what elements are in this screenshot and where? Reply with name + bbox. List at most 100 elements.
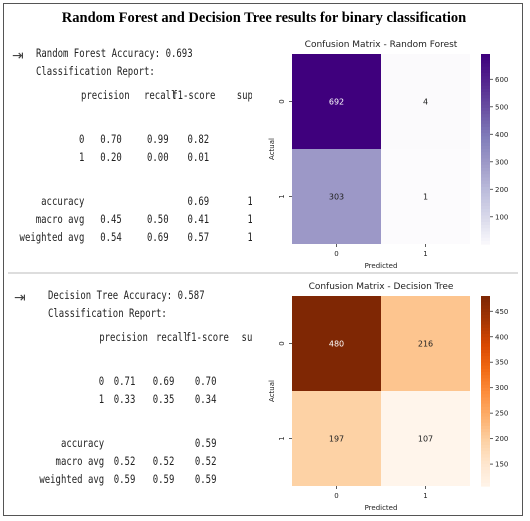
colorbar-segment	[481, 164, 490, 169]
colorbar-tick-label: 600	[495, 76, 508, 84]
colorbar-tick-label: 350	[495, 359, 508, 367]
colorbar-segment	[481, 296, 490, 300]
colorbar-tick-label: 400	[495, 131, 508, 139]
colorbar-segment	[481, 308, 490, 313]
colorbar-segment	[481, 397, 490, 402]
colorbar-segment	[481, 57, 490, 61]
report-cell: 0.69	[187, 194, 210, 208]
report-cell: 0.70	[100, 132, 122, 146]
cell-label: 480	[329, 340, 344, 349]
colorbar-segment	[481, 476, 490, 481]
colorbar-segment	[481, 73, 490, 77]
report-cell: 0.70	[194, 374, 217, 388]
colorbar-segment	[481, 76, 490, 80]
colorbar-segment	[481, 444, 490, 449]
colorbar-segment	[481, 79, 490, 84]
colorbar-segment	[481, 467, 490, 471]
colorbar-segment	[481, 324, 490, 329]
colorbar-segment	[481, 315, 490, 319]
colorbar-segment	[481, 337, 490, 341]
colorbar-segment	[481, 311, 490, 316]
colorbar-segment	[481, 406, 490, 411]
colorbar-segment	[481, 69, 490, 74]
report-column-header: precision	[80, 88, 130, 102]
colorbar-segment	[481, 234, 490, 239]
colorbar-segment	[481, 196, 490, 201]
colorbar-segment	[481, 473, 490, 478]
colorbar-segment	[481, 479, 490, 484]
colorbar-segment	[481, 85, 490, 90]
dt-confusion-matrix: Confusion Matrix - Decision Tree 480 216 19…	[252, 276, 518, 512]
colorbar-segment	[481, 318, 490, 322]
colorbar-segment	[481, 410, 490, 414]
heatmap-cell	[381, 391, 470, 486]
colorbar-segment	[481, 171, 490, 175]
colorbar-tick-label: 500	[495, 103, 508, 111]
y-axis-label: Actual	[268, 380, 276, 402]
y-tick-label: 1	[278, 436, 286, 440]
colorbar-segment	[481, 413, 490, 417]
report-heading: Classification Report:	[48, 306, 167, 320]
colorbar-segment	[481, 305, 490, 310]
output-toggle-icon[interactable]: ⇥	[12, 48, 24, 64]
report-cell: 0.00	[146, 150, 169, 164]
colorbar-segment	[481, 82, 490, 87]
colorbar-segment	[481, 209, 490, 213]
colorbar-segment	[481, 340, 490, 345]
colorbar-segment	[481, 114, 490, 118]
report-cell: 0.35	[152, 392, 175, 406]
colorbar-segment	[481, 212, 490, 217]
colorbar-segment	[481, 187, 490, 191]
colorbar-segment	[481, 365, 490, 370]
colorbar-segment	[481, 215, 490, 220]
colorbar-segment	[481, 403, 490, 408]
colorbar-segment	[481, 120, 490, 125]
colorbar-segment	[481, 343, 490, 348]
colorbar-segment	[481, 174, 490, 179]
colorbar-segment	[481, 302, 490, 307]
colorbar-tick-label: 200	[495, 186, 508, 194]
colorbar-segment	[481, 107, 490, 112]
colorbar-tick-label: 300	[495, 158, 508, 166]
colorbar-tick-label: 250	[495, 410, 508, 418]
colorbar-segment	[481, 368, 490, 373]
report-row-label: 0	[98, 374, 105, 388]
chart-title: Confusion Matrix - Random Forest	[305, 40, 458, 50]
colorbar-segment	[481, 60, 490, 65]
report-cell: 0.52	[194, 454, 217, 468]
accuracy-line: Random Forest Accuracy: 0.693	[36, 46, 193, 60]
cell-label: 4	[423, 98, 428, 107]
colorbar-segment	[481, 384, 490, 389]
colorbar-segment	[481, 425, 490, 430]
colorbar-segment	[481, 63, 490, 68]
colorbar-segment	[481, 218, 490, 223]
report-cell: 0.41	[187, 212, 210, 226]
report-row-label: accuracy	[41, 194, 85, 208]
y-axis-label: Actual	[268, 138, 276, 160]
colorbar-segment	[481, 98, 490, 103]
y-tick-label: 1	[278, 194, 286, 198]
heatmap-cell	[381, 54, 470, 149]
heatmap-cell	[292, 391, 381, 486]
panel-divider	[8, 272, 518, 274]
x-tick-label: 1	[423, 492, 427, 500]
figure-frame: Random Forest and Decision Tree results …	[3, 3, 523, 516]
output-toggle-icon[interactable]: ⇥	[14, 290, 26, 306]
colorbar-segment	[481, 139, 490, 144]
report-cell: 0.50	[146, 212, 169, 226]
colorbar-segment	[481, 95, 490, 99]
colorbar-segment	[481, 419, 490, 424]
colorbar-segment	[481, 346, 490, 351]
y-tick-label: 0	[278, 99, 286, 103]
colorbar-segment	[481, 155, 490, 160]
report-row-label: macro avg	[55, 454, 105, 468]
colorbar-segment	[481, 133, 490, 137]
colorbar-segment	[481, 117, 490, 122]
report-cell: 0.01	[187, 150, 210, 164]
colorbar-segment	[481, 330, 490, 335]
colorbar-segment	[481, 104, 490, 109]
y-tick-label: 0	[278, 341, 286, 345]
report-row-label: 0	[78, 132, 85, 146]
colorbar-segment	[481, 375, 490, 379]
report-cell: 0.33	[113, 392, 136, 406]
